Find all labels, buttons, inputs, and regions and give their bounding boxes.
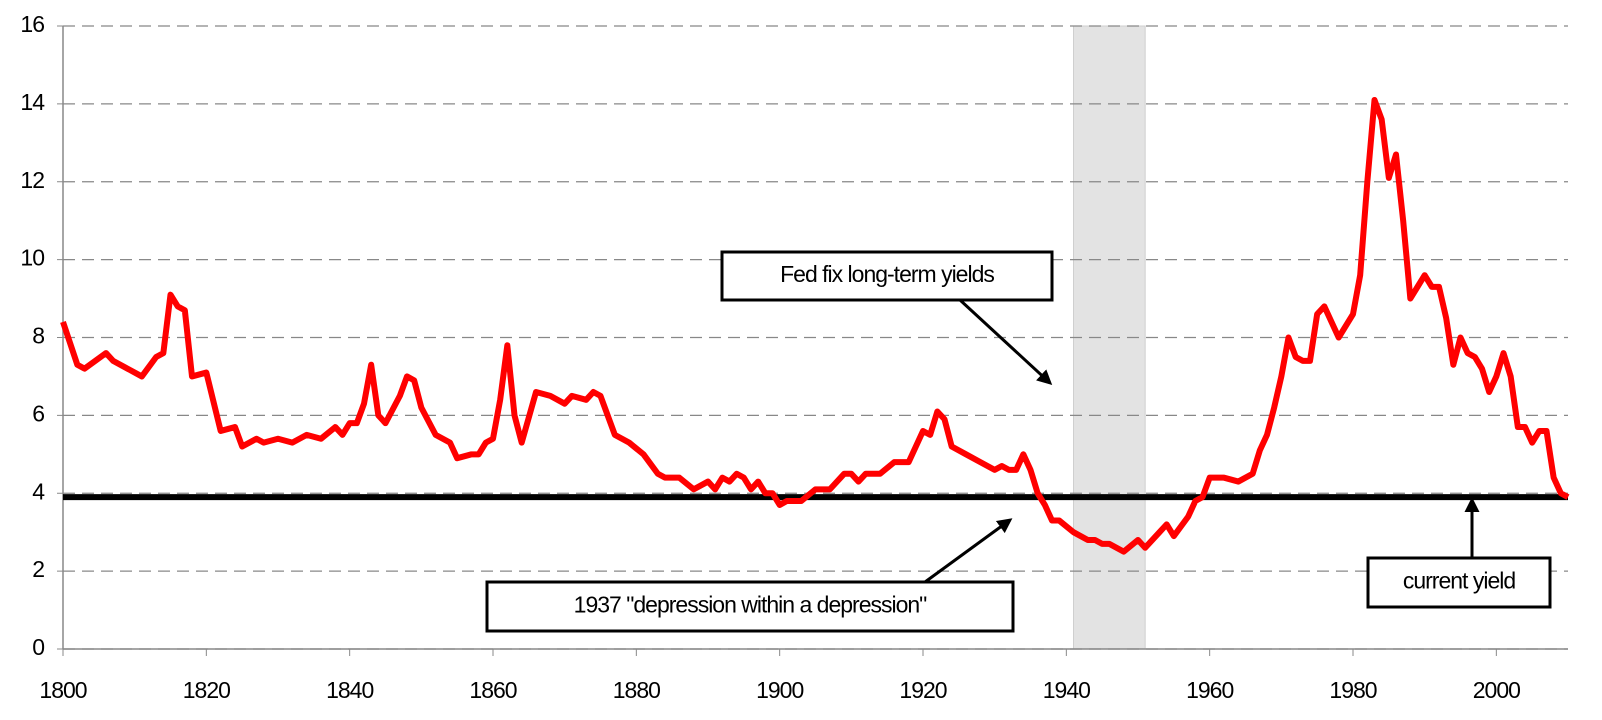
y-tick-label: 10 <box>20 245 44 271</box>
x-tick-label: 2000 <box>1473 677 1520 703</box>
y-tick-label: 8 <box>32 323 44 349</box>
x-tick-label: 1860 <box>469 677 516 703</box>
annotation-arrow <box>958 298 1053 386</box>
x-tick-label: 1820 <box>183 677 230 703</box>
y-tick-label: 2 <box>32 556 44 582</box>
annotation-arrow <box>924 518 1013 584</box>
annotation: 1937 "depression within a depression" <box>574 592 928 618</box>
annotation-box <box>485 580 1015 633</box>
y-tick-label: 6 <box>32 400 44 426</box>
x-tick-label: 1880 <box>613 677 660 703</box>
annotation: current yield <box>1403 568 1515 594</box>
y-tick-label: 14 <box>20 89 45 115</box>
x-tick-label: 1800 <box>39 677 86 703</box>
y-tick-label: 4 <box>32 478 45 504</box>
x-tick-label: 1920 <box>899 677 946 703</box>
annotation-box <box>1366 556 1552 609</box>
data-line <box>60 96 1570 555</box>
y-tick-label: 12 <box>20 167 44 193</box>
x-tick-label: 1980 <box>1329 677 1376 703</box>
annotation: Fed fix long-term yields <box>780 261 994 287</box>
x-tick-label: 1900 <box>756 677 803 703</box>
x-tick-label: 1940 <box>1043 677 1090 703</box>
x-tick-label: 1840 <box>326 677 373 703</box>
x-tick-label: 1960 <box>1186 677 1233 703</box>
y-tick-label: 16 <box>20 11 44 37</box>
y-tick-label: 0 <box>32 634 44 660</box>
annotation-box <box>720 250 1054 302</box>
